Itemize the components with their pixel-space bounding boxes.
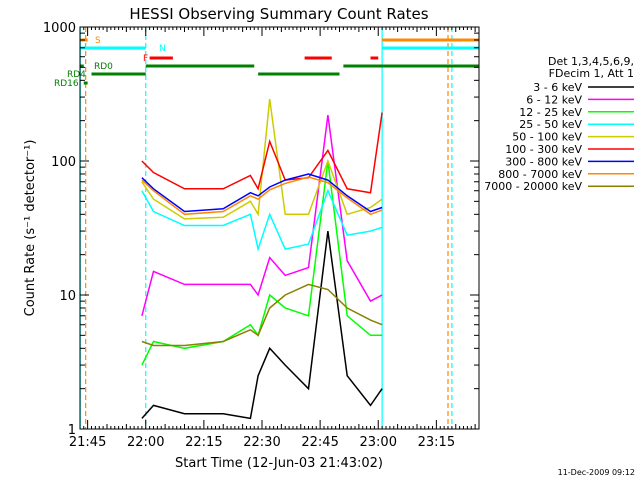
y-tick-label-1: 10 <box>59 289 76 304</box>
x-axis: 21:45 22:00 22:15 22:30 22:45 23:00 23:15 <box>69 27 480 450</box>
y-tick-label-2: 100 <box>51 155 76 170</box>
series-line-3 <box>141 188 383 252</box>
series-line-7 <box>141 176 383 216</box>
legend-header-1: FDecim 1, Att 1 <box>549 67 634 80</box>
series-line-2 <box>141 160 383 366</box>
x-tick-label-6: 23:15 <box>418 435 455 450</box>
x-tick-label-4: 22:45 <box>301 435 338 450</box>
legend-label-1: 6 - 12 keV <box>526 93 582 106</box>
plot-frame <box>79 26 480 430</box>
x-tick-label-3: 22:30 <box>243 435 280 450</box>
x-tick-label-0: 21:45 <box>69 435 106 450</box>
series-line-5 <box>141 112 383 194</box>
series-line-1 <box>141 115 383 316</box>
legend-label-2: 12 - 25 keV <box>519 106 582 119</box>
legend: Det 1,3,4,5,6,9,FDecim 1, Att 13 - 6 keV… <box>484 55 634 193</box>
x-axis-label: Start Time (12-Jun-03 21:43:02) <box>175 456 383 471</box>
footer-date: 11-Dec-2009 09:12 <box>558 468 635 477</box>
legend-label-5: 100 - 300 keV <box>505 143 582 156</box>
series-lines <box>141 98 383 420</box>
legend-label-8: 7000 - 20000 keV <box>484 180 582 193</box>
legend-label-4: 50 - 100 keV <box>512 131 582 144</box>
x-tick-label-5: 23:00 <box>360 435 397 450</box>
bar-label-rd4: RD4 <box>67 70 86 80</box>
y-tick-label-3: 1000 <box>43 21 76 36</box>
legend-label-7: 800 - 7000 keV <box>498 168 582 181</box>
chart-title: HESSI Observing Summary Count Rates <box>129 5 428 23</box>
bar-label-f: F <box>143 54 148 64</box>
series-line-8 <box>141 283 383 347</box>
bar-label-s: S <box>95 36 101 46</box>
bar-label-rd16: RD16 <box>54 79 79 89</box>
series-line-0 <box>141 231 383 420</box>
legend-label-3: 25 - 50 keV <box>519 118 582 131</box>
series-line-4 <box>141 98 383 220</box>
vertical-markers <box>79 27 453 429</box>
legend-label-0: 3 - 6 keV <box>533 81 582 94</box>
x-tick-label-2: 22:15 <box>185 435 222 450</box>
series-line-6 <box>141 173 383 213</box>
bar-label-n: N <box>159 44 166 54</box>
bar-label-rd0: RD0 <box>94 62 113 72</box>
y-axis: 1 10 100 1000 <box>43 21 479 438</box>
legend-label-6: 300 - 800 keV <box>505 155 582 168</box>
y-tick-label-0: 1 <box>68 423 76 438</box>
legend-header-0: Det 1,3,4,5,6,9, <box>548 55 634 68</box>
y-axis-label: Count Rate (s⁻¹ detector⁻¹) <box>23 140 38 317</box>
x-tick-label-1: 22:00 <box>127 435 164 450</box>
